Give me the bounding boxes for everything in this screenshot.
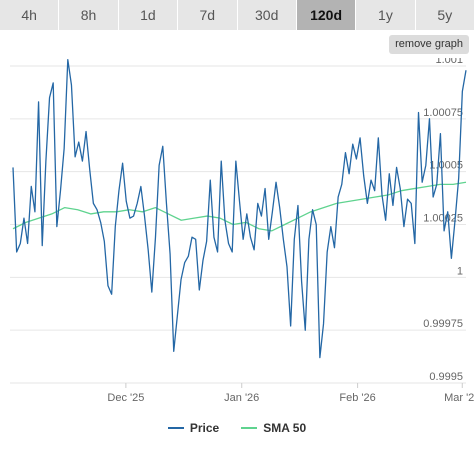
tab-8h[interactable]: 8h: [59, 0, 119, 30]
price-chart: 1.0011.000751.00051.0002510.999750.9995 …: [10, 58, 474, 404]
tab-7d[interactable]: 7d: [178, 0, 238, 30]
legend-swatch-sma: [241, 427, 258, 429]
price-line: [12, 59, 467, 359]
timeframe-tabs: 4h 8h 1d 7d 30d 120d 1y 5y: [0, 0, 474, 30]
x-tick-label: Feb '26: [339, 392, 375, 404]
y-tick-label: 0.99975: [423, 318, 463, 330]
x-tick-label: Jan '26: [224, 392, 259, 404]
y-tick-label: 1.00075: [423, 107, 463, 119]
y-tick-label: 0.9995: [429, 371, 463, 383]
sma-50-line: [12, 181, 467, 232]
chart-legend: Price SMA 50: [0, 421, 474, 435]
legend-item-price[interactable]: Price: [167, 421, 220, 435]
legend-item-sma[interactable]: SMA 50: [241, 421, 306, 435]
x-tick-label: Mar '26: [444, 392, 474, 404]
legend-swatch-price: [167, 427, 184, 429]
tab-5y[interactable]: 5y: [415, 0, 474, 30]
tab-4h[interactable]: 4h: [0, 0, 60, 30]
y-tick-label: 1: [457, 265, 463, 277]
x-tick-label: Dec '25: [107, 392, 144, 404]
y-tick-label: 1.001: [435, 58, 463, 66]
tab-1y[interactable]: 1y: [356, 0, 416, 30]
tab-120d[interactable]: 120d: [296, 0, 357, 30]
y-tick-label: 1.0005: [429, 160, 463, 172]
remove-graph-button[interactable]: remove graph: [389, 35, 469, 54]
tab-30d[interactable]: 30d: [237, 0, 297, 30]
tab-1d[interactable]: 1d: [118, 0, 179, 30]
legend-label-price: Price: [189, 421, 220, 435]
x-axis-ticks: Dec '25 Jan '26 Feb '26 Mar '26: [107, 383, 474, 404]
chart-series: [12, 59, 467, 359]
legend-label-sma: SMA 50: [263, 421, 307, 435]
chart-grid: [10, 65, 466, 384]
